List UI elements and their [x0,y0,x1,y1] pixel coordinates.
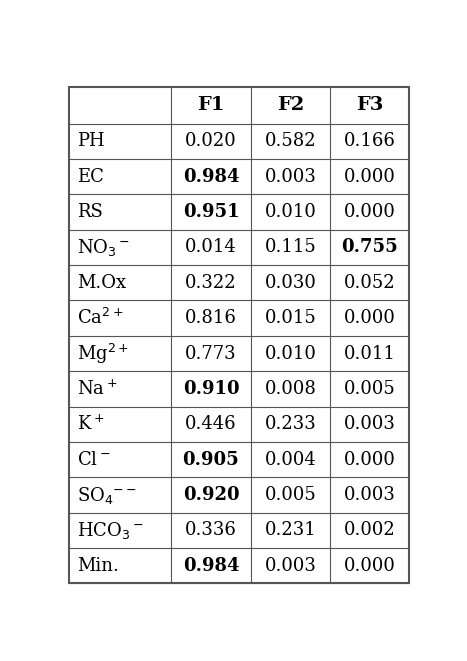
Text: Ca$^{2+}$: Ca$^{2+}$ [78,308,124,329]
Text: 0.000: 0.000 [344,557,396,575]
Text: 0.010: 0.010 [264,344,316,362]
Text: 0.233: 0.233 [264,415,316,433]
Text: F3: F3 [356,97,383,114]
Text: Na$^+$: Na$^+$ [78,379,118,399]
Text: F1: F1 [197,97,225,114]
Text: K$^+$: K$^+$ [78,414,105,434]
Text: 0.004: 0.004 [264,451,316,469]
Text: Min.: Min. [78,557,119,575]
Text: SO$_4$$^{--}$: SO$_4$$^{--}$ [78,485,138,506]
Text: 0.910: 0.910 [183,380,239,398]
Text: 0.755: 0.755 [341,239,398,256]
Text: Mg$^{2+}$: Mg$^{2+}$ [78,342,129,366]
Text: 0.005: 0.005 [264,486,316,504]
Text: 0.030: 0.030 [264,274,316,292]
Text: 0.014: 0.014 [185,239,237,256]
Text: 0.015: 0.015 [264,309,316,327]
Text: NO$_3$$^-$: NO$_3$$^-$ [78,237,130,258]
Text: RS: RS [78,203,103,221]
Text: PH: PH [78,132,105,150]
Text: 0.005: 0.005 [344,380,396,398]
Text: 0.002: 0.002 [344,522,396,539]
Text: 0.816: 0.816 [185,309,237,327]
Text: 0.008: 0.008 [264,380,316,398]
Text: 0.003: 0.003 [264,557,316,575]
Text: 0.446: 0.446 [185,415,237,433]
Text: 0.920: 0.920 [183,486,239,504]
Text: 0.115: 0.115 [264,239,316,256]
Text: 0.010: 0.010 [264,203,316,221]
Text: 0.003: 0.003 [344,486,396,504]
Text: 0.336: 0.336 [185,522,237,539]
Text: 0.166: 0.166 [344,132,396,150]
Text: 0.905: 0.905 [183,451,240,469]
Text: 0.582: 0.582 [265,132,316,150]
Text: F2: F2 [277,97,304,114]
Text: 0.052: 0.052 [344,274,396,292]
Text: 0.773: 0.773 [185,344,237,362]
Text: 0.000: 0.000 [344,309,396,327]
Text: HCO$_3$$^-$: HCO$_3$$^-$ [78,520,144,541]
Text: 0.020: 0.020 [185,132,237,150]
Text: 0.000: 0.000 [344,451,396,469]
Text: 0.231: 0.231 [264,522,316,539]
Text: 0.003: 0.003 [344,415,396,433]
Text: 0.951: 0.951 [183,203,239,221]
Text: 0.322: 0.322 [185,274,237,292]
Text: EC: EC [78,168,104,186]
Text: 0.003: 0.003 [264,168,316,186]
Text: Cl$^-$: Cl$^-$ [78,451,111,469]
Text: 0.000: 0.000 [344,203,396,221]
Text: 0.011: 0.011 [344,344,396,362]
Text: 0.000: 0.000 [344,168,396,186]
Text: 0.984: 0.984 [183,557,239,575]
Text: 0.984: 0.984 [183,168,239,186]
Text: M.Ox: M.Ox [78,274,127,292]
